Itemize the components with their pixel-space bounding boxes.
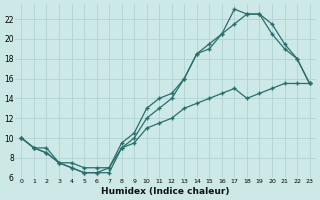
X-axis label: Humidex (Indice chaleur): Humidex (Indice chaleur) bbox=[101, 187, 230, 196]
